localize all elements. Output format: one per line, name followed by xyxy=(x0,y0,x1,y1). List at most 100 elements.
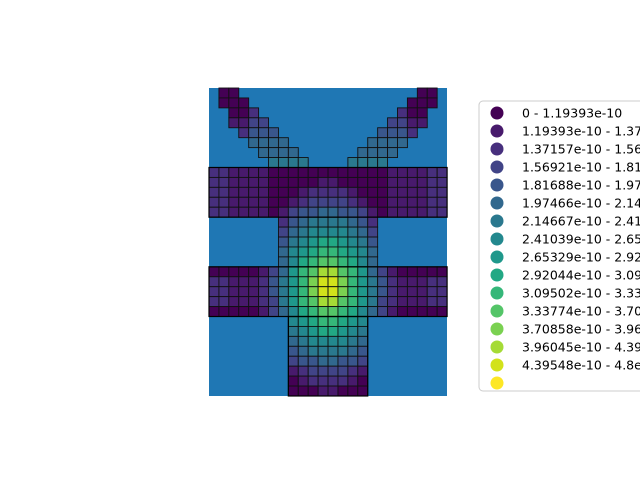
map-cell xyxy=(327,196,339,208)
map-cell xyxy=(367,246,379,258)
legend-marker xyxy=(490,358,504,372)
map-cell xyxy=(397,167,408,178)
legend: 0 - 1.19393e-10 1.19393e-10 - 1.37157e-10… xyxy=(478,100,640,392)
map-cell xyxy=(238,186,250,198)
map-cell xyxy=(307,186,319,198)
map-cell xyxy=(327,345,339,357)
map-cell xyxy=(228,107,240,119)
map-cell xyxy=(268,266,279,278)
map-cell xyxy=(268,127,279,139)
map-cell xyxy=(287,266,299,278)
map-cell xyxy=(277,176,289,188)
map-cell xyxy=(406,266,418,278)
map-cell xyxy=(397,276,408,288)
map-cell xyxy=(218,296,230,308)
map-cell xyxy=(307,216,319,228)
map-cell xyxy=(228,176,240,188)
map-cell xyxy=(426,206,438,218)
map-cell xyxy=(218,206,230,218)
map-cell xyxy=(248,286,260,298)
map-cell xyxy=(347,316,359,327)
map-cell xyxy=(327,266,339,278)
map-cell xyxy=(416,117,428,129)
map-cell xyxy=(317,286,329,298)
map-cell xyxy=(357,206,369,218)
map-cell xyxy=(397,286,408,298)
map-cell xyxy=(357,296,369,308)
map-cell xyxy=(377,206,389,218)
map-cell xyxy=(228,296,240,308)
map-cell xyxy=(317,256,329,268)
map-cell xyxy=(307,167,319,178)
map-cell xyxy=(248,266,260,278)
map-cell xyxy=(297,385,309,397)
map-cell xyxy=(277,226,289,238)
map-cell xyxy=(297,246,309,258)
map-cell xyxy=(277,167,289,178)
map-cell xyxy=(347,345,359,357)
legend-marker xyxy=(490,322,504,336)
map-cell xyxy=(357,236,369,248)
map-cell xyxy=(426,176,438,188)
legend-label: 1.37157e-10 - 1.56921e-10 xyxy=(522,142,640,157)
map-cell xyxy=(416,167,428,178)
map-cell xyxy=(406,107,418,119)
map-cell xyxy=(337,345,349,357)
map-cell xyxy=(387,306,398,317)
map-cell xyxy=(248,306,260,317)
map-cell xyxy=(248,117,260,129)
map-cell xyxy=(307,226,319,238)
legend-marker xyxy=(490,214,504,228)
map-cell xyxy=(337,256,349,268)
map-cell xyxy=(317,335,329,347)
map-cell xyxy=(277,276,289,288)
map-cell xyxy=(307,316,319,327)
map-cell xyxy=(347,276,359,288)
map-cell xyxy=(347,226,359,238)
map-cell xyxy=(307,266,319,278)
map-cell xyxy=(228,167,240,178)
map-cell xyxy=(337,206,349,218)
map-cell xyxy=(307,206,319,218)
map-cell xyxy=(337,355,349,367)
map-cell xyxy=(406,306,418,317)
map-cell xyxy=(297,335,309,347)
map-cell xyxy=(416,87,428,99)
map-cell xyxy=(258,286,269,298)
map-cell xyxy=(287,385,299,397)
legend-label: 1.97466e-10 - 2.14667e-10 xyxy=(522,196,640,211)
map-cell xyxy=(307,345,319,357)
map-cell xyxy=(357,186,369,198)
map-cell xyxy=(287,276,299,288)
map-cell xyxy=(357,226,369,238)
map-cell xyxy=(287,375,299,387)
map-cell xyxy=(297,196,309,208)
map-cell xyxy=(426,97,438,109)
map-cell xyxy=(347,385,359,397)
map-cell xyxy=(317,176,329,188)
map-cell xyxy=(277,216,289,228)
legend-label: 0 - 1.19393e-10 xyxy=(522,106,622,121)
map-cell xyxy=(367,137,379,149)
legend-label: 2.14667e-10 - 2.41039e-10 xyxy=(522,214,640,229)
map-cell xyxy=(297,316,309,327)
legend-marker xyxy=(490,160,504,174)
map-cell xyxy=(337,296,349,308)
map-cell xyxy=(357,266,369,278)
map-cell xyxy=(436,186,448,198)
map-cell xyxy=(347,355,359,367)
map-cell xyxy=(208,276,220,288)
map-cell xyxy=(387,266,398,278)
map-cell xyxy=(377,266,389,278)
map-cell xyxy=(367,147,379,159)
map-cell xyxy=(367,256,379,268)
map-cell xyxy=(238,276,250,288)
map-cell xyxy=(406,196,418,208)
map-cell xyxy=(347,216,359,228)
map-cell xyxy=(337,167,349,178)
map-cell xyxy=(268,137,279,149)
map-cell xyxy=(238,107,250,119)
legend-label: 3.70858e-10 - 3.96045e-10 xyxy=(522,322,640,337)
map-cell xyxy=(347,236,359,248)
legend-label: 1.19393e-10 - 1.37157e-10 xyxy=(522,124,640,139)
